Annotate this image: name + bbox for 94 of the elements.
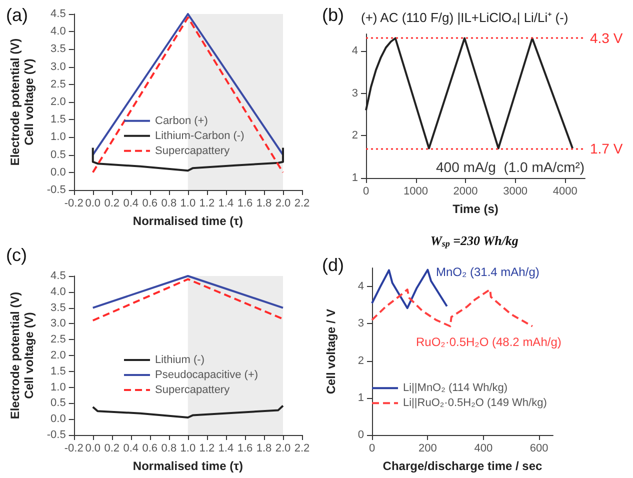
line-series xyxy=(371,288,534,328)
x-tick-label: 0 xyxy=(368,442,376,454)
y-tick-label: 1.0 xyxy=(50,381,66,394)
legend-label: Li||MnO₂ (114 Wh/kg) xyxy=(403,382,508,394)
x-tick-label: 1.8 xyxy=(256,442,272,454)
y-tick-label: 2.0 xyxy=(50,350,66,362)
y-tick-label: 1 xyxy=(352,172,358,184)
annotation: RuO₂·0.5H₂O (48.2 mAh/g) xyxy=(416,335,562,349)
y-tick-label: 2.0 xyxy=(50,96,66,108)
y-tick-label: 3.0 xyxy=(50,318,66,330)
y-tick-label: 3.0 xyxy=(50,60,66,73)
x-tick-label: 0.2 xyxy=(104,442,120,454)
y-tick-label: 2.5 xyxy=(50,334,66,346)
y-tick-label: -0.5 xyxy=(46,184,66,196)
line-series xyxy=(365,37,574,150)
y-tick-label: 2 xyxy=(358,354,364,367)
x-axis-title: Time (s) xyxy=(452,202,498,216)
y-tick-label: 3 xyxy=(358,318,364,330)
line-series xyxy=(92,404,284,419)
legend-label: Pseudocapacitive (+) xyxy=(155,368,258,381)
y-tick-label: 0.5 xyxy=(50,397,66,410)
y-tick-label: 3.5 xyxy=(50,43,66,56)
x-tick-label: 2.2 xyxy=(294,198,310,210)
x-tick-label: 400 xyxy=(474,442,493,454)
line-series xyxy=(92,146,284,172)
y-axis-title: Cell voltage / V xyxy=(324,308,338,394)
x-tick-label: 1.2 xyxy=(199,442,215,454)
y-tick-label: 4 xyxy=(358,280,364,293)
text: (d) xyxy=(322,255,344,275)
chart-title: (+) AC (110 F/g) |IL+LiClO₄| Li/Li⁺ (-) xyxy=(361,10,568,25)
x-tick-label: 1.2 xyxy=(199,198,215,210)
x-tick-label: 3000 xyxy=(503,186,528,198)
x-tick-label: 1.6 xyxy=(237,198,253,210)
y-tick-label: -0.5 xyxy=(46,429,66,441)
x-tick-label: 200 xyxy=(418,442,437,454)
x-tick-label: 1000 xyxy=(404,186,428,198)
y-tick-label: 1.5 xyxy=(50,365,66,378)
y-tick-label: 0.0 xyxy=(50,413,66,426)
x-tick-label: 1.0 xyxy=(180,198,196,210)
y-tick-label: 4.5 xyxy=(50,8,66,20)
x-tick-label: 2.0 xyxy=(275,198,291,210)
x-tick-label: 1.6 xyxy=(237,442,253,454)
x-tick-label: 1.0 xyxy=(180,442,196,454)
text: (c) xyxy=(6,245,27,265)
x-tick-label: 0.2 xyxy=(104,198,120,210)
y-tick-label: 4.5 xyxy=(50,270,66,282)
x-tick-label: 0.0 xyxy=(85,198,101,210)
y-tick-label: 2 xyxy=(352,130,358,142)
y-tick-label: 0.0 xyxy=(50,166,66,178)
x-tick-label: 0.4 xyxy=(123,198,139,210)
x-tick-label: 0.8 xyxy=(161,198,177,210)
x-tick-label: 0.4 xyxy=(123,442,139,454)
x-tick-label: 4000 xyxy=(552,186,578,198)
legend-label: Lithium-Carbon (-) xyxy=(155,130,244,142)
legend-label: Lithium (-) xyxy=(155,354,205,366)
y-tick-label: 2.5 xyxy=(50,78,66,90)
text: (b) xyxy=(322,5,344,25)
y-axis-title: Electrode potential (V) Cell voltage (V) xyxy=(8,38,36,166)
x-axis-title: Charge/discharge time / sec xyxy=(382,459,543,473)
x-tick-label: 2.2 xyxy=(294,442,310,454)
x-tick-label: 1.4 xyxy=(218,442,234,454)
x-tick-label: 0.8 xyxy=(161,442,177,454)
legend-label: Carbon (+) xyxy=(155,114,208,127)
annotation: 400 mA/g (1.0 mA/cm²) xyxy=(436,159,585,175)
x-tick-label: 2.0 xyxy=(275,442,291,454)
legend-label: Li||RuO₂·0.5H₂O (149 Wh/kg) xyxy=(403,397,547,410)
x-tick-label: 0.0 xyxy=(85,442,101,454)
text: (a) xyxy=(6,5,28,25)
x-tick-label: 1.8 xyxy=(256,198,272,210)
x-tick-label: 600 xyxy=(530,442,548,454)
x-tick-label: 2000 xyxy=(453,186,478,198)
y-axis-title: Electrode potential (V) Cell voltage (V) xyxy=(8,292,36,420)
x-tick-label: -0.2 xyxy=(64,442,84,454)
y-tick-label: 1.0 xyxy=(50,131,66,144)
annotation: MnO₂ (31.4 mAh/g) xyxy=(436,265,540,279)
x-tick-label: 0.6 xyxy=(142,198,158,210)
x-axis-title: Normalised time (τ) xyxy=(132,214,243,228)
x-tick-label: -0.2 xyxy=(64,198,84,210)
y-tick-label: 4.0 xyxy=(50,286,66,298)
x-axis-title: Normalised time (τ) xyxy=(132,459,243,473)
y-tick-label: 3 xyxy=(352,87,358,100)
ref-line-label: 1.7 V xyxy=(590,140,624,156)
y-tick-label: 1 xyxy=(358,392,364,404)
y-tick-label: 4.0 xyxy=(50,26,66,38)
y-tick-label: 3.5 xyxy=(50,302,66,314)
y-tick-label: 4 xyxy=(352,44,358,57)
legend-label: Supercapattery xyxy=(155,144,230,157)
ref-line-label: 4.3 V xyxy=(590,30,624,46)
x-tick-label: 0.6 xyxy=(142,442,158,454)
x-tick-label: 1.4 xyxy=(218,198,234,210)
y-tick-label: 0.5 xyxy=(50,148,66,161)
legend-label: Supercapattery xyxy=(155,384,230,396)
y-tick-label: 0 xyxy=(358,429,364,441)
y-tick-label: 1.5 xyxy=(50,114,66,126)
